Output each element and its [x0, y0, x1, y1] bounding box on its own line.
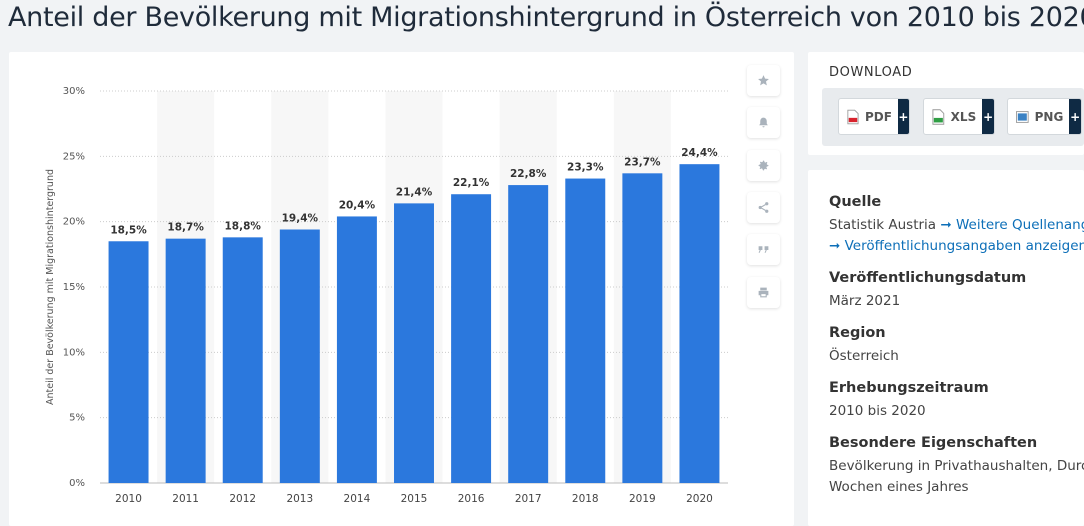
data-label: 22,8% [510, 168, 547, 180]
x-tick-label: 2016 [458, 493, 485, 505]
bar-chart: 0% 5% 10% 15% 20% 25% 30% Anteil der Bevölkerun… [45, 86, 728, 505]
share-button[interactable] [747, 192, 780, 223]
favorite-button[interactable] [747, 65, 780, 96]
download-heading: DOWNLOAD [829, 65, 913, 80]
y-tick-label: 10% [63, 347, 85, 358]
download-png-button[interactable]: PNG + [1007, 98, 1082, 135]
data-label: 18,5% [110, 224, 147, 236]
pdf-file-icon [847, 109, 859, 124]
special-line-1: Bevölkerung in Privathaushalten, Durchsc… [829, 458, 1084, 474]
download-xls-label: XLS [950, 109, 977, 124]
settings-button[interactable] [747, 150, 780, 181]
plus-icon: + [1069, 99, 1081, 134]
y-tick-label: 15% [63, 282, 85, 293]
notify-button[interactable] [747, 107, 780, 138]
source-line: Statistik Austria ➞ Weitere Quellenangab… [829, 217, 1084, 233]
data-label: 20,4% [339, 199, 376, 211]
special-line-2: Wochen eines Jahres [829, 479, 969, 495]
bar [622, 173, 663, 483]
bar [279, 229, 320, 483]
y-tick-label: 5% [69, 413, 85, 424]
data-label: 22,1% [453, 177, 490, 189]
download-png-label: PNG [1034, 109, 1064, 124]
bar [336, 216, 377, 483]
page-title: Anteil der Bevölkerung mit Migrationshin… [8, 2, 1084, 33]
x-tick-label: 2010 [115, 493, 142, 505]
y-tick-label: 0% [69, 478, 85, 489]
bar [679, 164, 720, 483]
data-label: 24,4% [681, 147, 718, 159]
data-label: 23,7% [624, 156, 661, 168]
bar [451, 194, 492, 483]
x-tick-label: 2019 [629, 493, 656, 505]
download-xls-button[interactable]: XLS + [923, 98, 995, 135]
download-panel: DOWNLOAD PDF + XLS + PNG + [808, 52, 1084, 155]
publication-link[interactable]: ➞ Veröffentlichungsangaben anzeigen [829, 238, 1084, 254]
share-icon [758, 202, 769, 213]
source-label: Quelle [829, 194, 882, 210]
region-label: Region [829, 325, 886, 341]
download-tray: PDF + XLS + PNG + [822, 88, 1084, 146]
pubdate-value: März 2021 [829, 293, 901, 309]
x-tick-label: 2017 [515, 493, 542, 505]
download-pdf-button[interactable]: PDF + [838, 98, 910, 135]
bar [565, 178, 606, 483]
period-label: Erhebungszeitraum [829, 380, 989, 396]
period-value: 2010 bis 2020 [829, 403, 926, 419]
x-tick-label: 2011 [172, 493, 199, 505]
data-label: 21,4% [396, 186, 433, 198]
x-tick-label: 2018 [572, 493, 599, 505]
star-icon [758, 75, 769, 86]
bar [394, 203, 434, 483]
x-tick-label: 2014 [344, 493, 371, 505]
region-value: Österreich [829, 348, 899, 364]
plus-icon: + [897, 99, 909, 134]
quote-icon [758, 246, 769, 253]
png-file-icon [1016, 110, 1029, 123]
source-name: Statistik Austria [829, 217, 937, 233]
bar [222, 237, 263, 483]
data-label: 18,7% [167, 222, 204, 234]
y-tick-label: 20% [63, 217, 85, 228]
x-tick-label: 2015 [401, 493, 428, 505]
special-label: Besondere Eigenschaften [829, 435, 1038, 451]
pubdate-label: Veröffentlichungsdatum [829, 270, 1027, 286]
y-tick-label: 30% [63, 86, 85, 97]
source-info-panel: Quelle Statistik Austria ➞ Weitere Quell… [808, 170, 1084, 526]
bar [108, 241, 149, 483]
chart-card: 0% 5% 10% 15% 20% 25% 30% Anteil der Bevölkerun… [9, 52, 794, 526]
data-label: 19,4% [282, 213, 319, 225]
more-source-link[interactable]: ➞ Weitere Quellenangaben anzeigen [940, 217, 1084, 233]
x-tick-label: 2012 [229, 493, 256, 505]
plus-icon: + [982, 99, 994, 134]
x-tick-label: 2020 [686, 493, 713, 505]
x-tick-label: 2013 [286, 493, 313, 505]
xls-file-icon [932, 108, 945, 125]
bar [165, 238, 206, 483]
download-pdf-label: PDF [864, 109, 892, 124]
gear-icon [758, 160, 769, 171]
data-label: 18,8% [225, 220, 262, 232]
cite-button[interactable] [747, 234, 780, 265]
y-tick-label: 25% [63, 151, 85, 162]
printer-icon [758, 287, 769, 298]
bell-icon [759, 117, 768, 128]
y-axis-title: Anteil der Bevölkerung mit Migrationshin… [45, 169, 56, 405]
data-label: 23,3% [567, 162, 604, 174]
print-button[interactable] [747, 277, 780, 308]
bar [508, 185, 549, 483]
